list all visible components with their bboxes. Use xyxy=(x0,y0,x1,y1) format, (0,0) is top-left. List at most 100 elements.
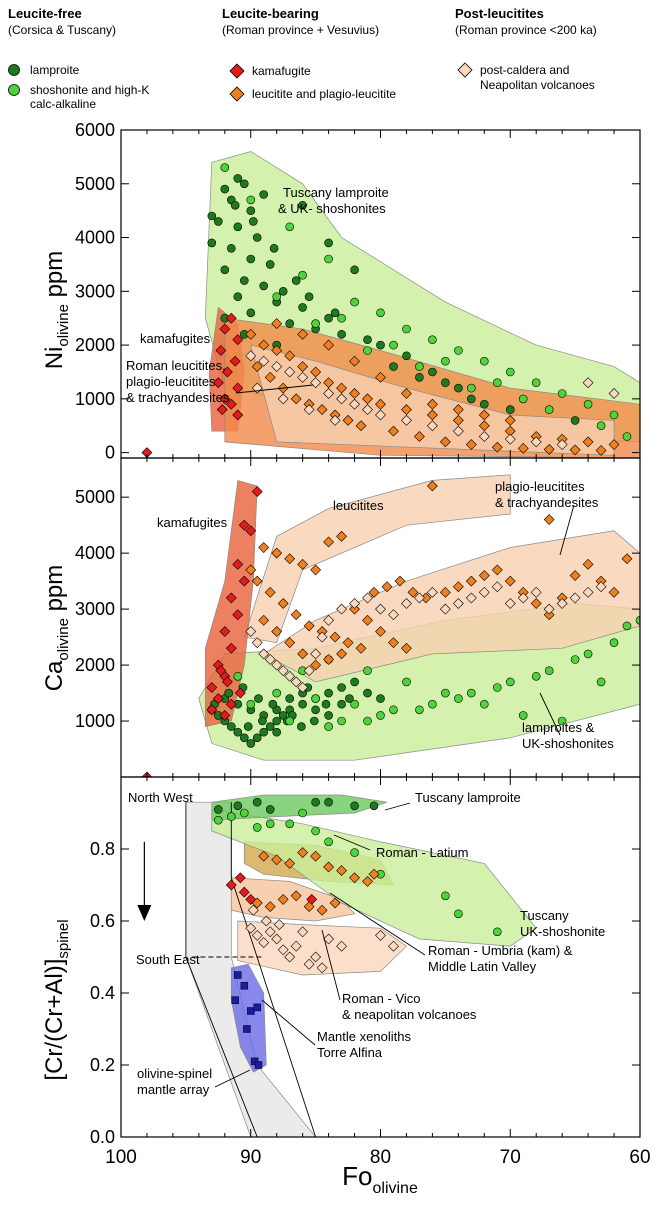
data-point-leucitite xyxy=(336,865,347,877)
data-point-lamproite xyxy=(324,313,333,323)
data-point-lamproite xyxy=(227,722,236,731)
data-point-shoshonite xyxy=(479,699,489,709)
data-point-shoshonite xyxy=(583,649,593,659)
data-point-kamafugite xyxy=(234,687,246,699)
data-point-leucitite xyxy=(329,631,341,643)
data-point-shoshonite xyxy=(454,346,463,355)
annotation: Roman leucitites, xyxy=(126,358,226,373)
annotation: Tuscany lamproite xyxy=(283,185,389,200)
data-point-postcaldera xyxy=(277,393,289,405)
data-point-kamafugite xyxy=(215,665,227,677)
data-point-lamproite xyxy=(240,276,249,285)
data-point-shoshonite xyxy=(350,699,359,709)
y-tick-label: 0.8 xyxy=(90,839,115,859)
leader-line xyxy=(214,1069,251,1088)
plot-area xyxy=(185,794,537,1137)
data-point-postcaldera xyxy=(401,598,412,609)
data-point-postcaldera xyxy=(336,393,347,405)
data-point-leucitite xyxy=(297,361,309,373)
data-point-leucitite xyxy=(439,436,451,448)
data-point-lamproite xyxy=(259,727,269,737)
data-point-leucitite xyxy=(264,901,276,913)
data-point-leucitite xyxy=(401,642,412,654)
data-point-leucitite xyxy=(407,586,419,598)
data-point-shoshonite xyxy=(285,716,295,726)
annotation: & trachyandesites xyxy=(495,495,599,510)
data-point-leucitite xyxy=(323,377,335,389)
data-point-postcaldera xyxy=(303,404,315,416)
data-point-shoshonite xyxy=(389,705,398,715)
data-point-leucitite xyxy=(465,439,477,450)
data-point-postcaldera xyxy=(388,940,399,952)
legend-label: lamproite xyxy=(30,63,80,77)
data-point-lamproite xyxy=(259,190,269,199)
data-point-lamproite xyxy=(220,184,230,194)
data-point-shoshonite xyxy=(428,699,437,709)
data-point-shoshonite xyxy=(596,421,606,431)
data-point-lamproite xyxy=(214,805,223,814)
y-tick-label: 4000 xyxy=(75,228,115,248)
data-point-xenolith xyxy=(243,1025,251,1033)
legend-marker-leucitite xyxy=(229,86,245,102)
data-point-leucitite xyxy=(297,558,309,570)
ca-olivine-panel: 1000 2000 3000 4000 5000 xyxy=(75,457,641,778)
data-point-leucitite xyxy=(316,904,328,916)
data-point-lamproite xyxy=(298,201,307,210)
y-tick-label: 5000 xyxy=(75,487,115,507)
data-point-shoshonite xyxy=(376,308,385,318)
legend-group-subtitle: (Roman province <200 ka) xyxy=(455,23,597,37)
data-point-lamproite xyxy=(376,340,385,350)
leader-line xyxy=(539,692,561,736)
data-point-kamafugite xyxy=(206,704,218,716)
data-point-shoshonite xyxy=(252,823,262,832)
data-point-shoshonite xyxy=(363,666,372,676)
data-point-leucitite xyxy=(251,575,263,587)
data-point-lamproite xyxy=(233,292,243,302)
data-point-leucitite xyxy=(251,897,263,909)
legend-marker-shoshonite xyxy=(8,84,20,96)
data-point-leucitite xyxy=(608,586,620,598)
annotation: Tuscany lamproite xyxy=(415,790,521,805)
data-point-lamproite xyxy=(441,378,450,388)
data-point-leucitite xyxy=(329,897,341,909)
data-point-shoshonite xyxy=(311,319,320,328)
data-point-leucitite xyxy=(478,409,490,421)
data-point-postcaldera xyxy=(336,603,347,615)
data-point-lamproite xyxy=(227,244,236,253)
data-point-leucitite xyxy=(310,850,322,862)
data-point-postcaldera xyxy=(530,436,542,448)
data-point-leucitite xyxy=(517,442,529,454)
annotation: Torre Alfina xyxy=(317,1045,383,1060)
data-point-leucitite xyxy=(297,847,309,859)
data-point-leucitite xyxy=(323,861,335,873)
data-point-postcaldera xyxy=(297,682,309,693)
data-point-shoshonite xyxy=(285,222,295,232)
annotation: Tuscany xyxy=(520,908,569,923)
annotation: plagio-leucitites xyxy=(126,374,216,389)
data-point-kamafugite xyxy=(221,366,233,378)
data-point-leucitite xyxy=(264,586,276,598)
data-point-lamproite xyxy=(337,699,346,709)
data-point-kamafugite xyxy=(219,393,231,405)
data-point-lamproite xyxy=(246,206,256,215)
data-point-shoshonite xyxy=(265,819,275,829)
data-point-shoshonite xyxy=(337,313,346,323)
data-point-postcaldera xyxy=(517,592,529,604)
data-point-lamproite xyxy=(324,797,333,807)
data-point-shoshonite xyxy=(415,705,424,715)
data-point-shoshonite xyxy=(233,671,243,681)
data-point-postcaldera xyxy=(316,631,328,643)
data-point-leucitite xyxy=(478,570,490,581)
legend-group-title: Leucite-free xyxy=(8,6,82,21)
annotation: Mantle xenoliths xyxy=(317,1029,411,1044)
data-point-xenolith xyxy=(231,996,239,1004)
data-point-leucitite xyxy=(362,614,373,626)
data-point-leucitite xyxy=(452,404,464,416)
data-point-lamproite xyxy=(304,292,314,302)
data-point-leucitite xyxy=(504,575,516,587)
data-point-leucitite xyxy=(452,581,464,593)
data-point-postcaldera xyxy=(439,603,451,615)
y-tick-label: 5000 xyxy=(75,174,115,194)
field-region xyxy=(237,920,408,976)
data-point-lamproite xyxy=(224,688,233,698)
